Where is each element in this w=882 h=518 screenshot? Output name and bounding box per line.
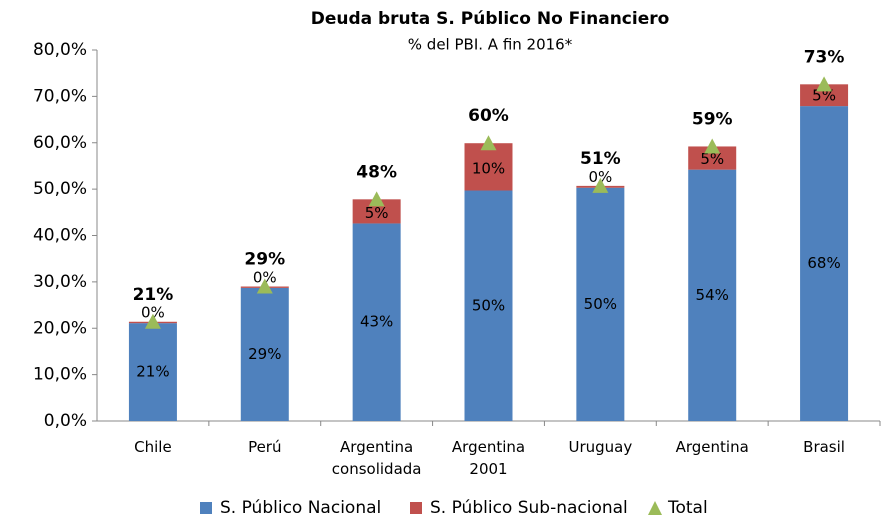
legend-swatch: [648, 501, 662, 515]
y-tick-label: 10,0%: [33, 365, 87, 385]
chart-subtitle: % del PBI. A fin 2016*: [408, 36, 573, 54]
bar-segment: [800, 84, 849, 107]
bar-label: 43%: [360, 313, 393, 331]
x-tick-label: Brasil: [803, 438, 845, 456]
bar-segment: [352, 223, 401, 421]
bar-label: 0%: [141, 304, 165, 322]
total-marker: [816, 76, 833, 92]
x-tick-label: Argentina consolidada: [332, 438, 422, 478]
bar-label: 0%: [253, 268, 277, 286]
total-label: 51%: [580, 149, 621, 169]
y-tick-label: 0,0%: [44, 411, 87, 431]
x-tick-label: Uruguay: [568, 438, 632, 456]
bar-label: 10%: [472, 159, 505, 177]
legend-label: S. Público Nacional: [220, 498, 381, 518]
bar-segment: [128, 323, 177, 421]
y-tick-label: 20,0%: [33, 318, 87, 338]
legend-swatch: [410, 502, 422, 514]
total-label: 21%: [133, 285, 174, 305]
bar-segment: [240, 287, 289, 421]
total-label: 48%: [356, 162, 397, 182]
y-tick-label: 30,0%: [33, 272, 87, 292]
legend-swatch: [200, 502, 212, 514]
total-marker: [368, 191, 385, 207]
bar-label: 50%: [472, 296, 505, 314]
bar-label: 0%: [588, 168, 612, 186]
x-tick-label: Perú: [248, 438, 281, 456]
bar-label: 54%: [696, 286, 729, 304]
bar-segment: [576, 187, 625, 421]
bar-segment: [464, 143, 513, 191]
total-marker: [256, 278, 273, 294]
bar-label: 29%: [248, 345, 281, 363]
x-tick-label: Argentina: [676, 438, 749, 456]
total-label: 29%: [244, 250, 285, 270]
x-tick-label: Chile: [134, 438, 172, 456]
total-marker: [480, 135, 497, 151]
bar-label: 5%: [700, 150, 724, 168]
y-tick-label: 60,0%: [33, 133, 87, 153]
bar-segment: [688, 169, 737, 421]
total-label: 73%: [804, 47, 845, 67]
y-tick-label: 70,0%: [33, 86, 87, 106]
bar-segment: [464, 190, 513, 421]
total-marker: [704, 138, 721, 154]
total-label: 59%: [692, 109, 733, 129]
total-marker: [144, 313, 161, 329]
chart-title: Deuda bruta S. Público No Financiero: [311, 9, 670, 29]
total-marker: [592, 177, 609, 193]
bar-label: 5%: [365, 204, 389, 222]
bar-label: 68%: [807, 254, 840, 272]
y-tick-label: 80,0%: [33, 40, 87, 60]
total-label: 60%: [468, 106, 509, 126]
bar-label: 50%: [584, 295, 617, 313]
bar-label: 21%: [136, 363, 169, 381]
legend-label: Total: [667, 498, 708, 518]
legend-label: S. Público Sub-nacional: [430, 498, 628, 518]
x-tick-label: Argentina 2001: [452, 438, 525, 478]
bar-segment: [800, 106, 849, 422]
y-tick-label: 50,0%: [33, 179, 87, 199]
y-tick-label: 40,0%: [33, 226, 87, 246]
bar-segment: [688, 146, 737, 170]
